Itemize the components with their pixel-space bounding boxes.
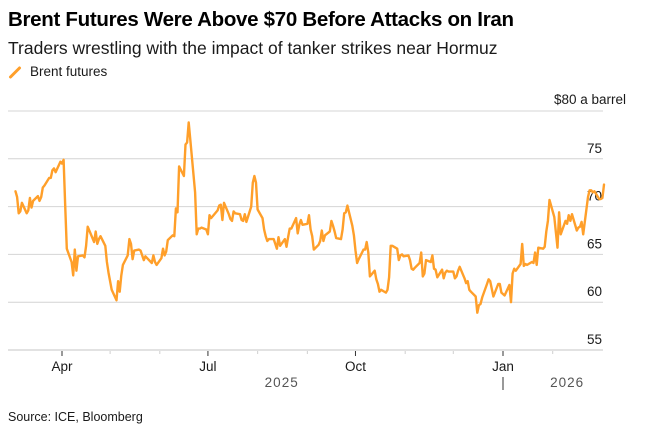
x-tick-label-jan: Jan xyxy=(492,359,514,374)
y-axis-unit-label: $80 a barrel xyxy=(553,92,626,107)
x-tick-label-jul: Jul xyxy=(199,359,216,374)
y-tick-label-55: 55 xyxy=(587,332,602,347)
y-axis-tick-labels: 55 60 65 70 75 xyxy=(587,141,602,347)
chart-subtitle: Traders wrestling with the impact of tan… xyxy=(8,38,498,58)
gridlines xyxy=(8,110,603,351)
x-axis: Apr Jul Oct Jan 2025 2026 xyxy=(51,351,584,390)
y-tick-label-70: 70 xyxy=(587,189,602,204)
x-tick-label-apr: Apr xyxy=(51,359,73,374)
series-line-brent-futures xyxy=(14,121,606,314)
y-tick-label-65: 65 xyxy=(587,236,602,251)
y-tick-label-60: 60 xyxy=(587,284,602,299)
x-year-label-2026: 2026 xyxy=(550,375,584,390)
y-tick-label-75: 75 xyxy=(587,141,602,156)
line-slash-icon xyxy=(8,65,22,79)
source-note: Source: ICE, Bloomberg xyxy=(8,410,143,424)
legend: Brent futures xyxy=(8,64,107,79)
x-tick-label-oct: Oct xyxy=(345,359,366,374)
x-year-label-2025: 2025 xyxy=(265,375,299,390)
series-layer xyxy=(14,121,606,314)
legend-label-brent-futures: Brent futures xyxy=(30,64,108,79)
chart-title: Brent Futures Were Above $70 Before Atta… xyxy=(8,8,514,31)
